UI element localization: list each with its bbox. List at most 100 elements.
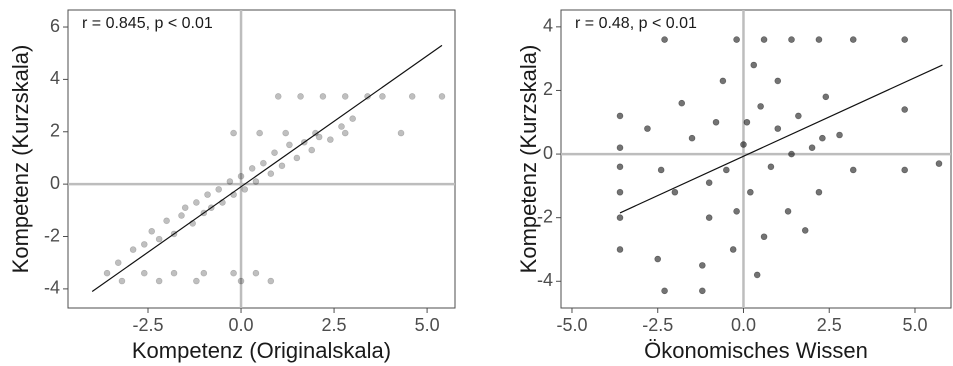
point (699, 287, 706, 295)
point (230, 129, 237, 137)
point (274, 93, 282, 100)
point (256, 129, 263, 137)
point (849, 36, 857, 43)
x-tick-label: 2.5 (322, 315, 347, 335)
point (822, 93, 830, 101)
point (795, 112, 802, 120)
point (743, 118, 751, 126)
point (200, 269, 208, 277)
point (293, 154, 301, 162)
point (819, 134, 826, 142)
point (616, 188, 624, 196)
x-tick-label: -2.5 (132, 315, 163, 335)
x-tick-label: 0.0 (229, 315, 254, 335)
point (252, 178, 260, 185)
point (616, 246, 624, 253)
point (308, 146, 316, 154)
point (278, 162, 286, 170)
point (178, 212, 185, 219)
point (319, 93, 327, 100)
point (140, 269, 148, 277)
point (733, 208, 740, 215)
point (155, 235, 163, 243)
point (740, 141, 747, 148)
point (688, 134, 696, 142)
point (204, 191, 211, 198)
point (248, 165, 256, 172)
point (699, 262, 706, 269)
y-tick-label: 4 (50, 68, 60, 88)
x-tick-label: -2.5 (642, 315, 673, 335)
point (616, 112, 624, 120)
point (215, 186, 223, 193)
point (616, 163, 624, 171)
point (901, 106, 908, 113)
point (438, 93, 446, 100)
y-axis-title: Kompetenz (Kurzskala) (516, 45, 541, 274)
point (338, 123, 345, 130)
point (657, 166, 665, 174)
point (719, 77, 727, 85)
point (341, 93, 349, 100)
point (935, 160, 943, 167)
point (241, 186, 249, 193)
point (767, 163, 775, 171)
point (267, 277, 275, 285)
fit-line (91, 44, 443, 292)
point (193, 277, 200, 285)
x-axis-title: Ökonomisches Wissen (644, 338, 868, 363)
point (118, 277, 126, 285)
point (170, 269, 178, 277)
point (397, 129, 405, 137)
point (237, 277, 245, 285)
point (733, 36, 740, 43)
annotation: r = 0.48, p < 0.01 (575, 15, 697, 32)
point (788, 150, 795, 158)
y-tick-label: -2 (44, 225, 60, 245)
point (327, 136, 334, 143)
point (312, 129, 319, 137)
y-tick-label: 4 (543, 16, 553, 36)
point (282, 129, 289, 137)
point (747, 188, 754, 196)
x-tick-label: 5.0 (902, 315, 927, 335)
x-tick-label: 2.5 (817, 315, 842, 335)
point (114, 259, 122, 266)
point (901, 36, 908, 43)
point (901, 166, 908, 174)
point (616, 214, 624, 221)
point (784, 208, 792, 215)
x-tick-label: 0.0 (731, 315, 756, 335)
point (271, 149, 278, 157)
point (661, 36, 668, 43)
point (616, 144, 624, 152)
point (760, 36, 768, 43)
point (155, 277, 163, 285)
point (815, 36, 823, 43)
point (226, 178, 234, 185)
point (297, 93, 304, 100)
point (140, 241, 148, 248)
point (712, 118, 720, 126)
plot-panel (560, 9, 952, 309)
point (267, 170, 275, 177)
point (408, 93, 416, 100)
point (774, 125, 782, 132)
point (836, 131, 843, 139)
point (671, 188, 679, 196)
y-tick-label: -4 (44, 278, 60, 298)
y-tick-label: -2 (537, 206, 553, 226)
y-tick-label: 0 (543, 143, 553, 163)
point (750, 61, 758, 69)
point (654, 255, 662, 263)
x-axis-title: Kompetenz (Originalskala) (132, 338, 391, 363)
point (286, 141, 293, 149)
point (729, 246, 737, 253)
x-tick-label: -5.0 (556, 315, 587, 335)
point (315, 133, 323, 141)
y-tick-label: -4 (537, 270, 553, 290)
point (129, 246, 137, 253)
point (815, 188, 823, 196)
point (774, 77, 782, 85)
